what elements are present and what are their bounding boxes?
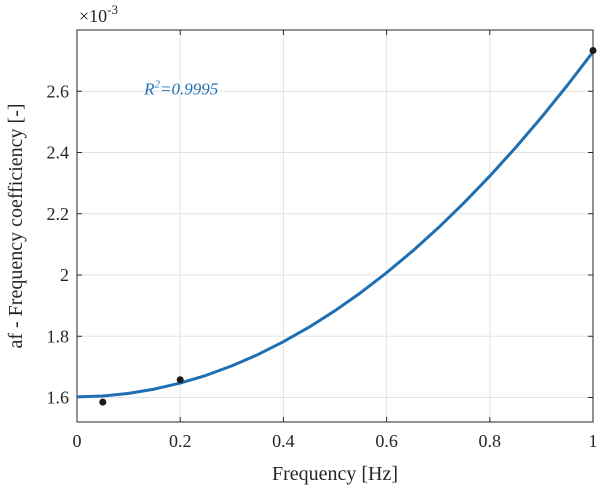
x-tick-label: 0.4 <box>272 431 295 451</box>
y-tick-label: 1.8 <box>47 326 70 346</box>
y-tick-label: 2 <box>60 265 69 285</box>
exponent-label: ×10-3 <box>79 2 118 26</box>
r-squared-prefix: R <box>143 79 155 98</box>
data-point <box>176 376 184 384</box>
x-tick-label: 1 <box>589 431 597 451</box>
r-squared-value: =0.9995 <box>160 79 218 98</box>
data-points <box>99 47 597 406</box>
r-squared-annotation: R2=0.9995 <box>143 78 218 98</box>
x-axis-ticks: 0 0.2 0.4 0.6 0.8 1 <box>73 30 597 451</box>
exponent-power: -3 <box>107 2 118 17</box>
y-axis-title: af - Frequency coefficiency [-] <box>5 103 27 348</box>
data-point <box>99 398 107 406</box>
y-axis-ticks: 1.6 1.8 2 2.2 2.4 2.6 <box>47 81 593 408</box>
r-squared-sup: 2 <box>154 78 160 90</box>
plot-area-frame <box>76 29 594 423</box>
x-tick-label: 0.8 <box>479 431 502 451</box>
x-tick-label: 0.2 <box>169 431 192 451</box>
fit-curve-group <box>76 50 595 399</box>
y-tick-label: 1.6 <box>47 388 70 408</box>
fit-curve <box>76 50 595 399</box>
y-tick-label: 2.6 <box>47 81 70 101</box>
x-axis-title: Frequency [Hz] <box>272 463 398 485</box>
data-point <box>589 47 597 55</box>
y-tick-label: 2.2 <box>47 204 70 224</box>
y-tick-label: 2.4 <box>47 143 70 163</box>
x-tick-label: 0.6 <box>375 431 398 451</box>
x-tick-label: 0 <box>73 431 82 451</box>
